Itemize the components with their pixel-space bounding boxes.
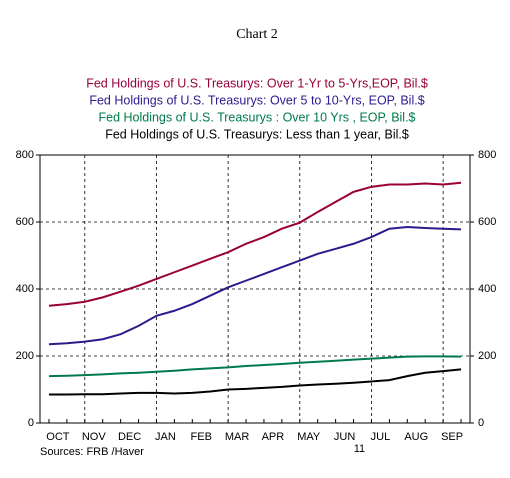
y2-tick-label: 600 [478, 216, 496, 228]
x-tick-label: MAY [297, 431, 321, 443]
legend-entry: Fed Holdings of U.S. Treasurys: Over 5 t… [89, 93, 424, 107]
x-tick-label: AUG [404, 431, 428, 443]
year-label: 11 [354, 443, 365, 455]
y2-tick-label: 200 [478, 350, 496, 362]
x-tick-label: DEC [118, 431, 141, 443]
y-tick-label: 800 [16, 149, 34, 161]
x-tick-label: OCT [46, 431, 70, 443]
series-line [48, 226, 462, 346]
series-line [48, 355, 462, 378]
x-tick-label: APR [262, 431, 285, 443]
y-tick-label: 0 [28, 417, 34, 429]
source: Sources: FRB /Haver [40, 446, 144, 458]
y-tick-label: 200 [16, 350, 34, 362]
x-tick-label: SEP [441, 431, 463, 443]
y2-tick-label: 400 [478, 283, 496, 295]
legend-entry: Fed Holdings of U.S. Treasurys : Over 10… [98, 110, 415, 124]
chart-title: Chart 2 [236, 27, 278, 42]
legend-entry: Fed Holdings of U.S. Treasurys: Over 1-Y… [86, 76, 428, 90]
y2-tick-label: 800 [478, 149, 496, 161]
y-tick-label: 600 [16, 216, 34, 228]
y-tick-label: 400 [16, 283, 34, 295]
x-tick-label: FEB [191, 431, 212, 443]
plot-frame [39, 154, 471, 424]
series-line [48, 368, 462, 396]
x-tick-label: MAR [225, 431, 250, 443]
x-tick-label: JUL [371, 431, 391, 443]
x-tick-label: NOV [82, 431, 107, 443]
x-tick-label: JAN [155, 431, 176, 443]
y2-tick-label: 0 [478, 417, 484, 429]
legend-entry: Fed Holdings of U.S. Treasurys: Less tha… [105, 127, 409, 141]
series-line [48, 181, 462, 307]
x-tick-label: JUN [334, 431, 355, 443]
